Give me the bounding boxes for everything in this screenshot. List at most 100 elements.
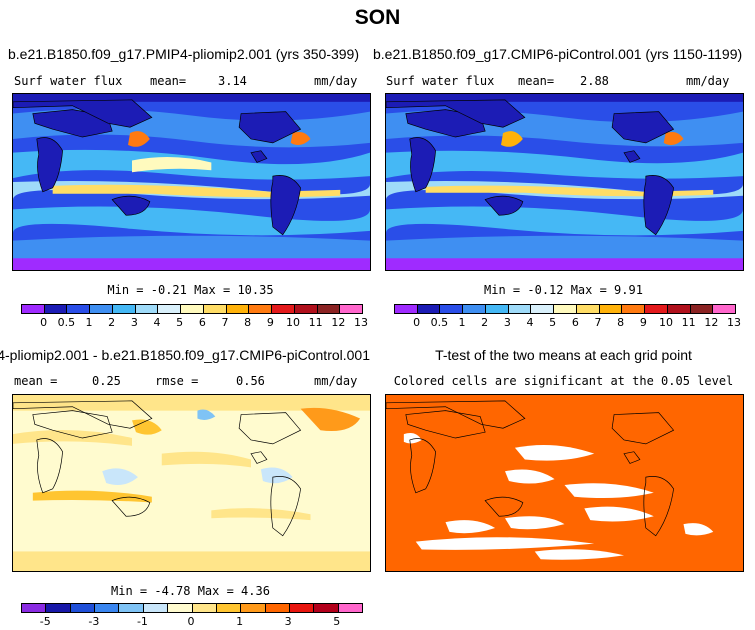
colorbar-tick-label: 5 xyxy=(333,615,341,628)
panel2-colorbar xyxy=(394,304,736,314)
colorbar-tick-label: 12 xyxy=(704,316,719,329)
colorbar-swatch xyxy=(599,305,623,313)
colorbar-tick-label: 4 xyxy=(153,316,161,329)
panel4-subtitle: Colored cells are significant at the 0.0… xyxy=(393,374,734,388)
colorbar-swatch xyxy=(417,305,441,313)
panel2-mean-value: 2.88 xyxy=(580,74,609,88)
colorbar-tick-label: 7 xyxy=(221,316,229,329)
colorbar-tick-label: 0.5 xyxy=(57,316,76,329)
colorbar-tick-label: -5 xyxy=(39,615,51,628)
colorbar-swatch xyxy=(216,604,242,612)
panel1-map xyxy=(12,93,371,271)
colorbar-tick-label: 5 xyxy=(176,316,184,329)
colorbar-swatch xyxy=(168,604,193,612)
colorbar-tick-label: 0.5 xyxy=(430,316,449,329)
panel4-map xyxy=(385,394,744,572)
panel1-colorbar-ticks: 0 0.5 1 2 3 4 5 6 7 8 9 10 11 12 13 xyxy=(21,316,368,330)
colorbar-swatch xyxy=(440,305,464,313)
colorbar-tick-label: 1 xyxy=(236,615,244,628)
colorbar-tick-label: 5 xyxy=(549,316,557,329)
colorbar-swatch xyxy=(241,604,266,612)
colorbar-tick-label: 9 xyxy=(266,316,274,329)
colorbar-tick-label: -1 xyxy=(136,615,148,628)
colorbar-swatch xyxy=(314,604,339,612)
colorbar-swatch xyxy=(226,305,250,313)
colorbar-swatch xyxy=(158,305,182,313)
colorbar-tick-label: 8 xyxy=(617,316,625,329)
colorbar-swatch xyxy=(338,604,363,612)
colorbar-swatch xyxy=(667,305,691,313)
colorbar-swatch xyxy=(95,604,120,612)
panel3-map xyxy=(12,394,371,572)
colorbar-swatch xyxy=(70,604,96,612)
panel3-colorbar xyxy=(21,603,363,613)
colorbar-tick-label: 1 xyxy=(85,316,93,329)
colorbar-tick-label: 10 xyxy=(286,316,300,329)
colorbar-swatch xyxy=(645,305,668,313)
colorbar-swatch xyxy=(22,604,47,612)
panel2-map xyxy=(385,93,744,271)
colorbar-tick-label: 3 xyxy=(284,615,292,628)
colorbar-tick-label: 9 xyxy=(639,316,647,329)
panel1-min-max: Min = -0.21 Max = 10.35 xyxy=(107,283,274,297)
colorbar-swatch xyxy=(265,604,290,612)
colorbar-swatch xyxy=(22,305,45,313)
colorbar-tick-label: 11 xyxy=(308,316,323,329)
colorbar-swatch xyxy=(690,305,714,313)
colorbar-swatch xyxy=(90,305,113,313)
colorbar-swatch xyxy=(485,305,509,313)
panel3-case-title: b.e21.B1850.f09_g17.PMIP4-pliomip2.001 -… xyxy=(0,347,370,363)
colorbar-swatch xyxy=(554,305,577,313)
colorbar-swatch xyxy=(119,604,144,612)
panel1-colorbar xyxy=(21,304,363,314)
colorbar-tick-label: 6 xyxy=(571,316,579,329)
panel1-variable-label: Surf water flux xyxy=(14,74,123,88)
colorbar-swatch xyxy=(203,305,227,313)
colorbar-swatch xyxy=(249,305,273,313)
colorbar-tick-label: 12 xyxy=(331,316,346,329)
colorbar-swatch xyxy=(463,305,486,313)
colorbar-tick-label: 4 xyxy=(526,316,534,329)
panel3-min-max: Min = -4.78 Max = 4.36 xyxy=(111,584,270,598)
colorbar-tick-label: 7 xyxy=(594,316,602,329)
colorbar-tick-label: 0 xyxy=(187,615,195,628)
panel2-mean-label: mean= xyxy=(518,74,555,88)
colorbar-swatch xyxy=(294,305,318,313)
panel3-mean-value: 0.25 xyxy=(92,374,121,388)
colorbar-tick-label: 2 xyxy=(108,316,116,329)
colorbar-swatch xyxy=(395,305,418,313)
colorbar-swatch xyxy=(67,305,91,313)
colorbar-tick-label: 11 xyxy=(681,316,696,329)
colorbar-swatch xyxy=(112,305,136,313)
colorbar-swatch xyxy=(340,305,363,313)
panel1-mean-label: mean= xyxy=(150,74,187,88)
panel2-units: mm/day xyxy=(686,74,730,88)
panel4-case-title: T-test of the two means at each grid poi… xyxy=(435,347,692,363)
colorbar-swatch xyxy=(272,305,295,313)
colorbar-tick-label: -3 xyxy=(88,615,100,628)
colorbar-tick-label: 13 xyxy=(727,316,741,329)
colorbar-tick-label: 8 xyxy=(244,316,252,329)
colorbar-swatch xyxy=(508,305,532,313)
colorbar-tick-label: 0 xyxy=(40,316,48,329)
panel1-mean-value: 3.14 xyxy=(218,74,247,88)
colorbar-swatch xyxy=(317,305,341,313)
panel2-colorbar-ticks: 0 0.5 1 2 3 4 5 6 7 8 9 10 11 12 13 xyxy=(394,316,741,330)
colorbar-tick-label: 6 xyxy=(198,316,206,329)
colorbar-swatch xyxy=(192,604,217,612)
panel2-variable-label: Surf water flux xyxy=(386,74,495,88)
colorbar-tick-label: 0 xyxy=(413,316,421,329)
colorbar-swatch xyxy=(135,305,159,313)
panel3-rmse-label: rmse = xyxy=(155,374,199,388)
colorbar-tick-label: 3 xyxy=(503,316,511,329)
colorbar-tick-label: 1 xyxy=(458,316,466,329)
colorbar-tick-label: 3 xyxy=(130,316,138,329)
colorbar-swatch xyxy=(713,305,736,313)
colorbar-swatch xyxy=(289,604,315,612)
colorbar-swatch xyxy=(622,305,646,313)
panel2-case-title: b.e21.B1850.f09_g17.CMIP6-piControl.001 … xyxy=(373,46,743,62)
colorbar-tick-label: 10 xyxy=(659,316,673,329)
colorbar-swatch xyxy=(531,305,555,313)
colorbar-tick-label: 13 xyxy=(354,316,368,329)
colorbar-swatch xyxy=(143,604,169,612)
